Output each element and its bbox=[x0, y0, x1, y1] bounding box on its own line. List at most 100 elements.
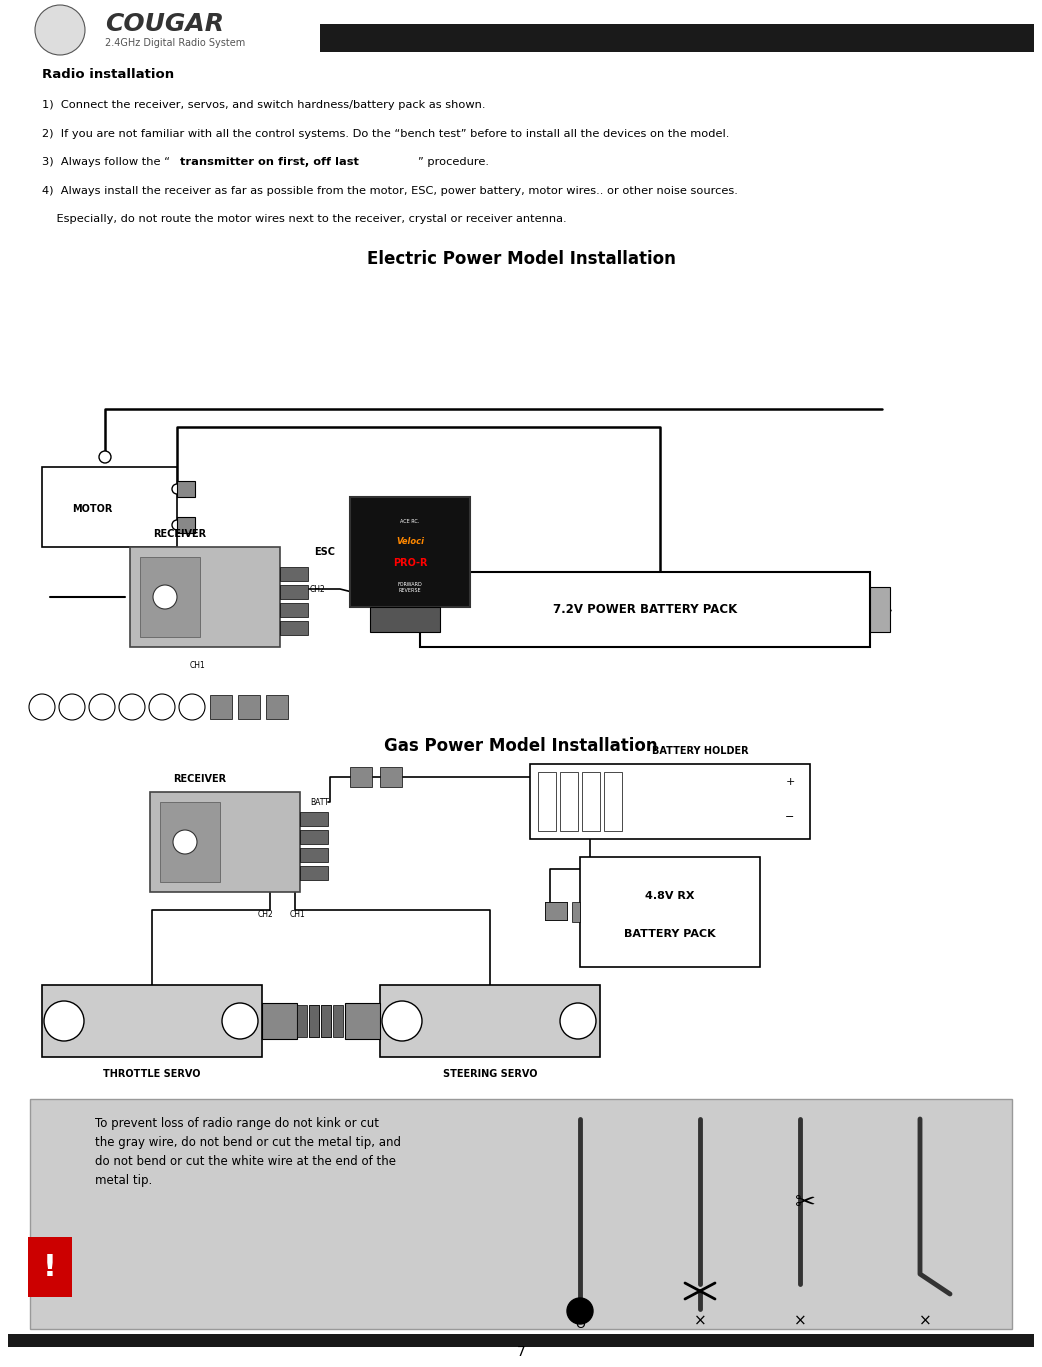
Text: STEERING SERVO: STEERING SERVO bbox=[443, 1069, 538, 1079]
Bar bbox=[545, 902, 567, 920]
Bar bbox=[350, 767, 372, 787]
Bar bbox=[309, 1005, 319, 1038]
Bar bbox=[177, 481, 195, 498]
Text: 4.8V RX: 4.8V RX bbox=[645, 890, 695, 901]
Bar bbox=[309, 1005, 319, 1038]
Circle shape bbox=[59, 694, 85, 720]
Bar bbox=[321, 1005, 331, 1038]
Bar bbox=[333, 1005, 343, 1038]
Text: CH2: CH2 bbox=[311, 585, 326, 593]
Text: Veloci: Veloci bbox=[396, 536, 424, 545]
Bar bbox=[280, 585, 308, 599]
Text: ×: × bbox=[694, 1314, 706, 1329]
Bar bbox=[30, 1099, 1012, 1329]
Text: +: + bbox=[786, 776, 795, 787]
Text: PRO-R: PRO-R bbox=[393, 558, 427, 569]
Circle shape bbox=[560, 1003, 596, 1039]
Text: transmitter on first, off last: transmitter on first, off last bbox=[180, 157, 358, 167]
Bar bbox=[130, 547, 280, 647]
Circle shape bbox=[567, 1299, 593, 1325]
Text: 1)  Connect the receiver, servos, and switch hardness/battery pack as shown.: 1) Connect the receiver, servos, and swi… bbox=[42, 100, 486, 109]
Text: ×: × bbox=[919, 1314, 932, 1329]
Text: Radio installation: Radio installation bbox=[42, 68, 174, 81]
Text: CH1: CH1 bbox=[190, 660, 205, 670]
Bar bbox=[280, 603, 308, 617]
Bar bbox=[370, 607, 440, 632]
Text: CH1: CH1 bbox=[290, 910, 306, 919]
Bar bbox=[320, 25, 1034, 52]
Circle shape bbox=[173, 830, 197, 854]
Text: 3)  Always follow the “: 3) Always follow the “ bbox=[42, 157, 170, 167]
Bar bbox=[280, 621, 308, 636]
Bar bbox=[545, 902, 567, 920]
Text: Gas Power Model Installation: Gas Power Model Installation bbox=[384, 737, 658, 755]
Bar bbox=[538, 772, 556, 831]
Bar bbox=[572, 902, 580, 921]
Bar bbox=[321, 1005, 331, 1038]
Bar bbox=[297, 1005, 307, 1038]
Bar bbox=[420, 571, 870, 647]
Bar bbox=[266, 694, 288, 719]
Text: Especially, do not route the motor wires next to the receiver, crystal or receiv: Especially, do not route the motor wires… bbox=[42, 215, 567, 224]
Text: MOTOR: MOTOR bbox=[72, 504, 113, 514]
Circle shape bbox=[35, 5, 85, 55]
Text: THROTTLE SERVO: THROTTLE SERVO bbox=[103, 1069, 201, 1079]
Circle shape bbox=[222, 1003, 258, 1039]
Circle shape bbox=[149, 694, 175, 720]
Circle shape bbox=[172, 484, 182, 493]
Bar bbox=[8, 1334, 1034, 1346]
Bar bbox=[280, 567, 308, 581]
Text: To prevent loss of radio range do not kink or cut
the gray wire, do not bend or : To prevent loss of radio range do not ki… bbox=[95, 1117, 401, 1187]
Circle shape bbox=[89, 694, 115, 720]
Text: −: − bbox=[786, 812, 795, 822]
Text: COUGAR: COUGAR bbox=[105, 12, 224, 36]
Text: 2)  If you are not familiar with all the control systems. Do the “bench test” be: 2) If you are not familiar with all the … bbox=[42, 128, 729, 138]
Circle shape bbox=[382, 1001, 422, 1042]
Bar bbox=[177, 517, 195, 533]
Bar bbox=[210, 694, 232, 719]
Text: RECEIVER: RECEIVER bbox=[153, 529, 206, 539]
Text: !: ! bbox=[43, 1252, 57, 1281]
Bar bbox=[300, 830, 328, 843]
Bar bbox=[530, 764, 810, 839]
Bar bbox=[150, 791, 300, 893]
Text: CH2: CH2 bbox=[257, 910, 273, 919]
Text: ACE RC.: ACE RC. bbox=[400, 518, 420, 524]
Text: 7.2V POWER BATTERY PACK: 7.2V POWER BATTERY PACK bbox=[553, 603, 737, 617]
Circle shape bbox=[153, 585, 177, 610]
Bar bbox=[140, 556, 200, 637]
Bar bbox=[238, 694, 260, 719]
Bar bbox=[350, 498, 470, 607]
Circle shape bbox=[99, 451, 111, 463]
Circle shape bbox=[44, 1001, 84, 1042]
Bar bbox=[345, 1003, 380, 1039]
Bar bbox=[300, 812, 328, 826]
Bar bbox=[560, 772, 578, 831]
Circle shape bbox=[29, 694, 55, 720]
Bar bbox=[604, 772, 622, 831]
Bar bbox=[580, 857, 760, 966]
Circle shape bbox=[172, 519, 182, 530]
Bar bbox=[380, 986, 600, 1057]
Circle shape bbox=[119, 694, 145, 720]
Bar bbox=[160, 802, 220, 882]
Text: BATTERY HOLDER: BATTERY HOLDER bbox=[651, 746, 748, 756]
Text: ×: × bbox=[794, 1314, 807, 1329]
Circle shape bbox=[179, 694, 205, 720]
Text: 4)  Always install the receiver as far as possible from the motor, ESC, power ba: 4) Always install the receiver as far as… bbox=[42, 186, 738, 195]
Bar bbox=[870, 586, 890, 632]
Text: ESC: ESC bbox=[314, 547, 334, 556]
Bar bbox=[300, 848, 328, 863]
Text: 7: 7 bbox=[517, 1345, 525, 1359]
Text: ” procedure.: ” procedure. bbox=[418, 157, 489, 167]
Bar bbox=[42, 468, 177, 547]
Text: Electric Power Model Installation: Electric Power Model Installation bbox=[367, 250, 675, 268]
Text: O: O bbox=[575, 1318, 585, 1330]
Bar bbox=[262, 1003, 297, 1039]
Bar bbox=[42, 986, 262, 1057]
Bar bbox=[28, 1237, 72, 1297]
Text: 2.4GHz Digital Radio System: 2.4GHz Digital Radio System bbox=[105, 38, 245, 48]
Text: BATT: BATT bbox=[311, 797, 329, 807]
Text: FORWARD
REVERSE: FORWARD REVERSE bbox=[398, 582, 422, 593]
Text: BATTERY PACK: BATTERY PACK bbox=[624, 930, 716, 939]
